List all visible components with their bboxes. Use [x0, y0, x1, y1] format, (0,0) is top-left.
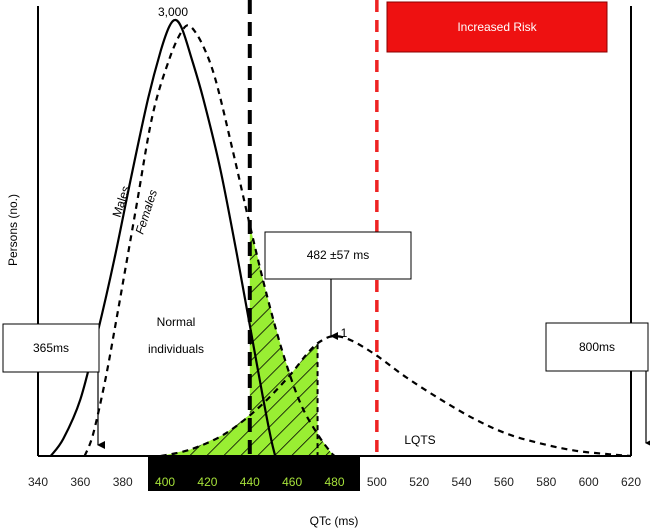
females-curve-label: Females	[133, 188, 161, 236]
increased-risk-box	[386, 1, 608, 53]
x-tick-label-540: 540	[452, 475, 472, 489]
lqts-label: LQTS	[404, 433, 435, 447]
x-tick-label-460: 460	[282, 475, 302, 489]
x-tick-label-500: 500	[367, 475, 387, 489]
x-tick-label-360: 360	[70, 475, 90, 489]
box-800ms-text: 800ms	[579, 340, 615, 354]
females-curve	[83, 24, 336, 457]
box-365ms-text: 365ms	[33, 341, 69, 355]
x-axis-title: QTc (ms)	[310, 514, 359, 528]
normal-individuals-label-line1: Normal	[157, 315, 196, 329]
box-482ms-text: 482 ±57 ms	[307, 248, 370, 262]
x-tick-label-600: 600	[579, 475, 599, 489]
box-365ms	[2, 323, 100, 373]
lqts-shaded-region	[160, 344, 318, 456]
y-axis-title: Persons (no.)	[6, 194, 20, 266]
males-curve	[49, 18, 277, 457]
lqts-curve	[160, 334, 632, 458]
males-peak-label: 3,000	[158, 5, 188, 19]
x-tick-label-480: 480	[324, 475, 344, 489]
x-tick-label-580: 580	[536, 475, 556, 489]
x-tick-label-340: 340	[28, 475, 48, 489]
box-482ms	[264, 231, 412, 280]
x-tick-label-440: 440	[240, 475, 260, 489]
lqts-peak-label: 1	[341, 326, 348, 340]
normal-individuals-label-line2: individuals	[148, 342, 204, 356]
increased-risk-label: Increased Risk	[457, 20, 537, 34]
x-tick-label-520: 520	[409, 475, 429, 489]
males-curve-label: Males	[110, 184, 133, 219]
x-axis-highlight-band	[148, 456, 360, 491]
x-tick-label-560: 560	[494, 475, 514, 489]
x-tick-label-400: 400	[155, 475, 175, 489]
box-800ms	[545, 322, 649, 372]
x-tick-label-380: 380	[113, 475, 133, 489]
x-tick-label-620: 620	[621, 475, 641, 489]
x-tick-label-420: 420	[197, 475, 217, 489]
